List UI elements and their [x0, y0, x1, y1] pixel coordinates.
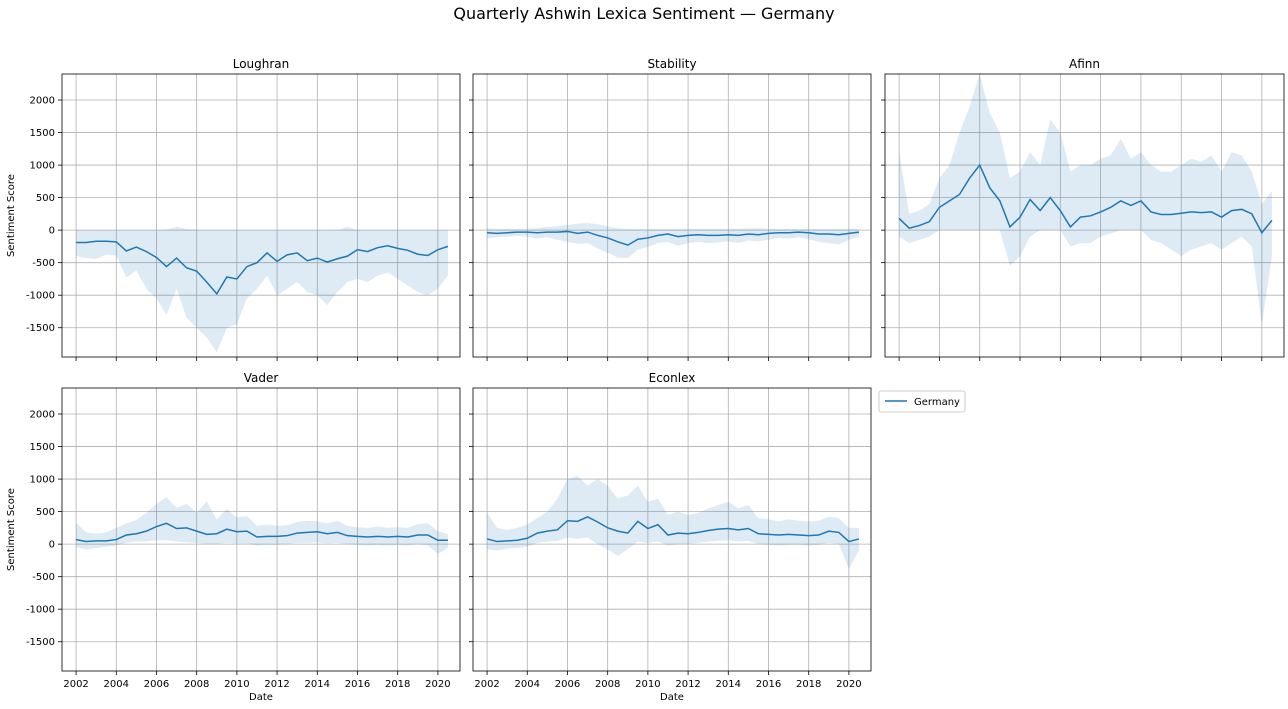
x-tick-label: 2016 [345, 679, 370, 690]
x-tick-label: 2018 [385, 679, 410, 690]
series-line-germany [486, 515, 860, 543]
y-tick-label: -1500 [26, 323, 55, 334]
axes-frame [884, 73, 1285, 358]
confidence-band [76, 497, 448, 554]
panel-loughran: Loughran -1500 -1000 -500 0 500 1000 1500 2000 Se… [6, 57, 461, 361]
panel-afinn: Afinn [881, 57, 1285, 361]
y-tick-label: 1500 [30, 442, 55, 453]
y-tick-label: 1500 [30, 128, 55, 139]
plot-area [62, 74, 460, 357]
plot-area [473, 388, 871, 671]
x-tick-label: 2018 [796, 679, 821, 690]
x-tick-label: 2002 [63, 679, 88, 690]
axes-frame [61, 73, 461, 358]
plot-area [473, 74, 871, 357]
x-axis-label: Date [249, 692, 273, 703]
confidence-band [487, 475, 859, 569]
panel-vader: Vader -1500 -1000 -500 0 500 1000 1500 2000 2002 2… [6, 371, 461, 703]
panel-title: Loughran [233, 57, 290, 71]
x-tick-label: 2010 [224, 679, 249, 690]
series-line-germany [898, 163, 1273, 235]
y-axis-label: Sentiment Score [6, 488, 17, 571]
x-tick-label: 2016 [756, 679, 781, 690]
y-tick-label: 500 [36, 507, 55, 518]
panel-stability: Stability [469, 57, 872, 361]
axes-frame [61, 387, 461, 672]
y-tick-label: 1000 [30, 161, 55, 172]
y-tick-label: 1000 [30, 475, 55, 486]
legend: Germany [878, 390, 966, 413]
panel-title: Stability [647, 57, 696, 71]
x-tick-label: 2006 [144, 679, 169, 690]
y-tick-label: -1000 [26, 291, 55, 302]
panel-title: Afinn [1069, 57, 1100, 71]
x-tick-label: 2008 [595, 679, 620, 690]
panels: Loughran -1500 -1000 -500 0 500 1000 1500 2000 Se… [6, 57, 1285, 703]
series-line-germany [75, 522, 448, 543]
y-tick-label: 0 [49, 226, 55, 237]
x-tick-label: 2020 [836, 679, 861, 690]
x-tick-label: 2004 [104, 679, 129, 690]
y-tick-label: 2000 [30, 96, 55, 107]
x-tick-label: 2006 [555, 679, 580, 690]
x-tick-label: 2004 [515, 679, 540, 690]
x-tick-label: 2014 [305, 679, 330, 690]
y-tick-label: -500 [32, 258, 55, 269]
y-tick-label: -1500 [26, 637, 55, 648]
axes-frame [472, 387, 872, 672]
legend-frame [878, 390, 966, 413]
y-tick-label: -500 [32, 572, 55, 583]
y-tick-label: 2000 [30, 410, 55, 421]
series-line-germany [487, 230, 860, 246]
axes-frame [472, 73, 872, 358]
confidence-band [76, 226, 448, 353]
x-tick-label: 2014 [716, 679, 741, 690]
x-tick-label: 2002 [474, 679, 499, 690]
series-line-germany [76, 240, 449, 296]
confidence-band [899, 74, 1272, 325]
figure-title: Quarterly Ashwin Lexica Sentiment — Germ… [453, 4, 834, 23]
x-tick-label: 2012 [264, 679, 289, 690]
panel-title: Econlex [649, 371, 696, 385]
confidence-band [487, 222, 859, 259]
x-tick-label: 2008 [184, 679, 209, 690]
y-tick-label: -1000 [26, 605, 55, 616]
x-tick-label: 2020 [425, 679, 450, 690]
legend-entry-germany: Germany [914, 397, 960, 408]
y-tick-label: 500 [36, 193, 55, 204]
y-axis-label: Sentiment Score [6, 174, 17, 257]
x-axis-label: Date [660, 692, 684, 703]
x-tick-label: 2010 [635, 679, 660, 690]
y-tick-label: 0 [49, 540, 55, 551]
plot-area [62, 388, 460, 671]
panel-econlex: Econlex 2002 2004 2006 2008 2010 2012 2014 2016 2… [469, 371, 872, 703]
x-tick-label: 2012 [675, 679, 700, 690]
panel-title: Vader [244, 371, 279, 385]
